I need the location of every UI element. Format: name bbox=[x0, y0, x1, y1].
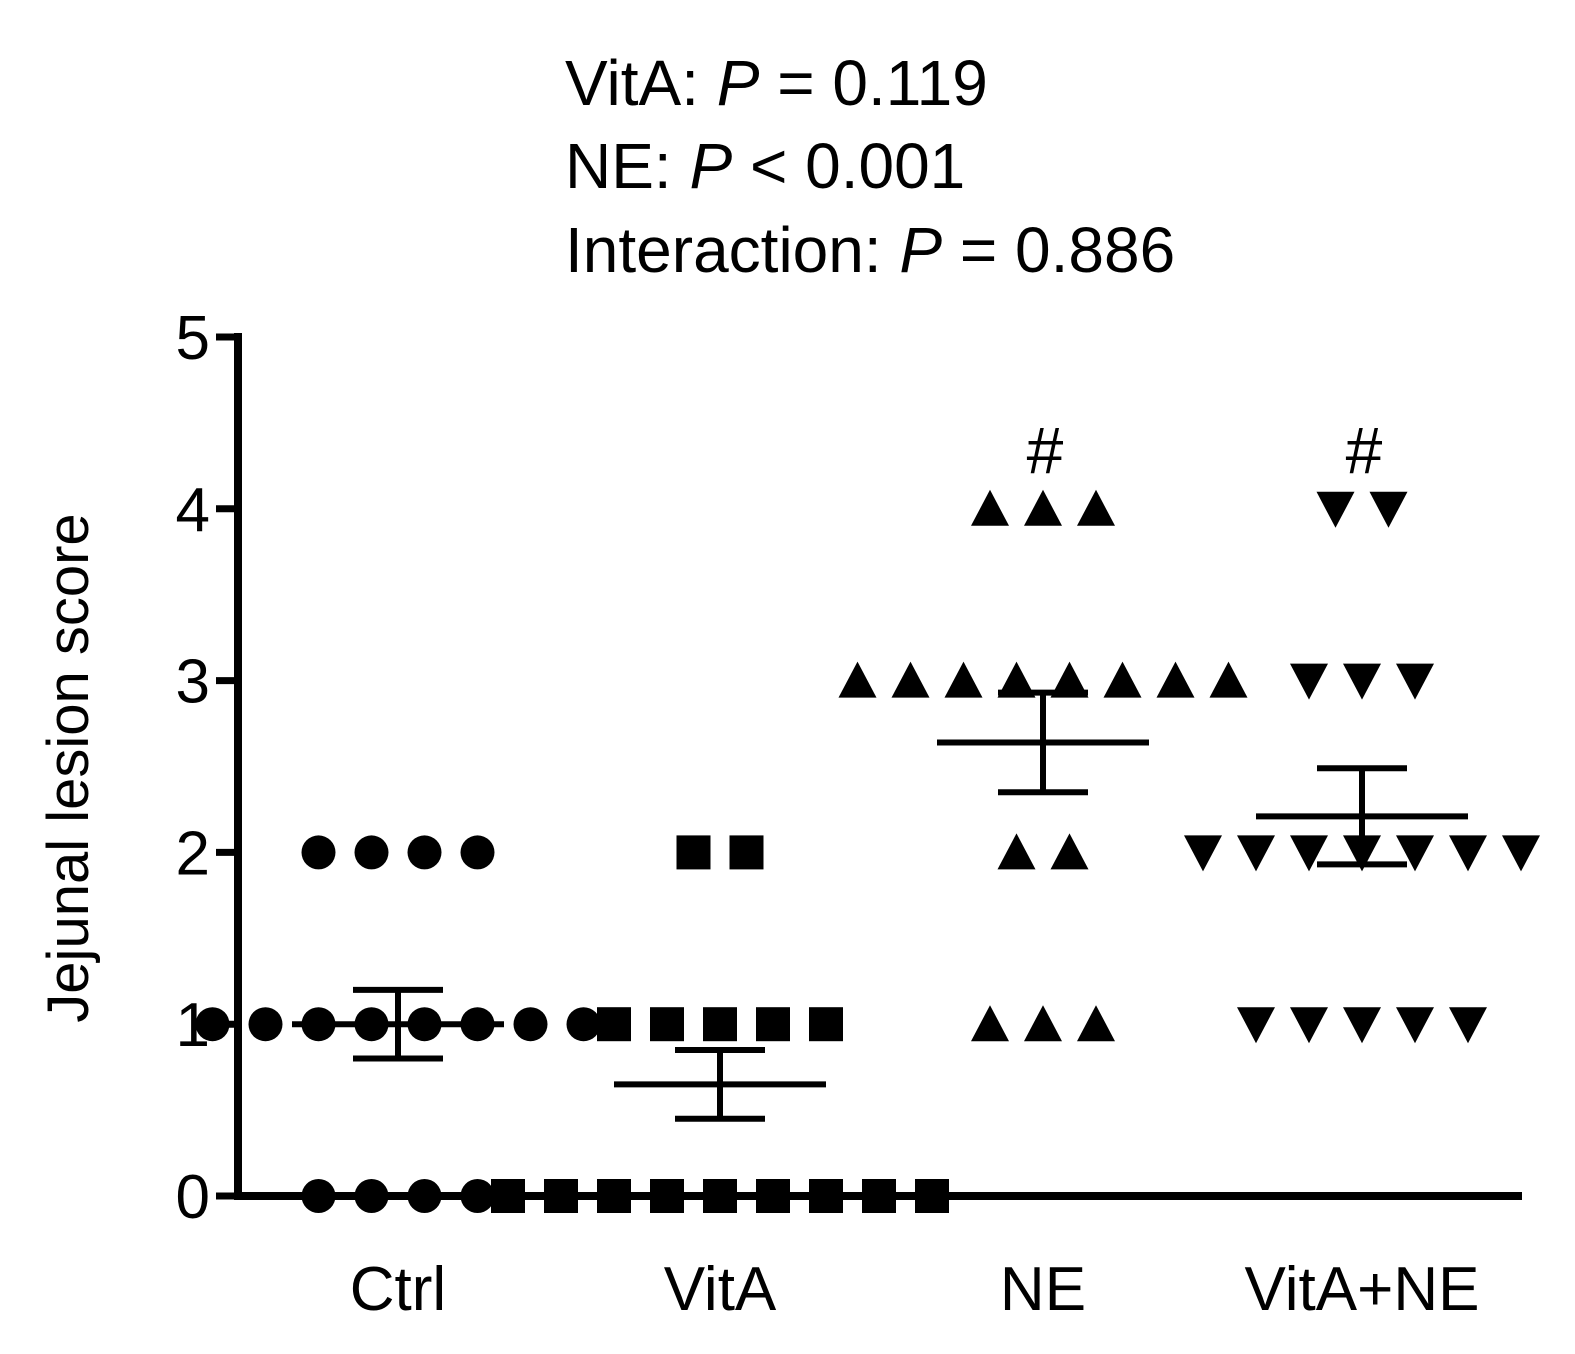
data-point bbox=[1343, 1007, 1381, 1044]
data-point bbox=[1396, 1007, 1434, 1044]
data-point bbox=[891, 661, 930, 698]
y-tick-label: 3 bbox=[176, 648, 210, 717]
data-point bbox=[703, 1007, 737, 1042]
data-point bbox=[997, 661, 1036, 698]
data-point bbox=[1369, 491, 1408, 528]
data-point bbox=[1050, 833, 1089, 870]
data-point bbox=[729, 835, 764, 870]
data-point bbox=[1237, 1007, 1275, 1044]
data-point bbox=[756, 1179, 790, 1213]
data-point bbox=[1209, 661, 1248, 698]
data-point bbox=[1156, 661, 1195, 698]
stat-ne: NE: P < 0.001 bbox=[565, 130, 965, 202]
data-point bbox=[1103, 661, 1142, 698]
data-point bbox=[676, 835, 711, 870]
x-tick-label: VitA bbox=[664, 1255, 777, 1324]
data-point bbox=[809, 1179, 843, 1213]
data-point bbox=[248, 1007, 283, 1042]
data-point bbox=[1237, 835, 1275, 872]
data-point bbox=[1077, 489, 1115, 526]
data-point bbox=[1024, 489, 1062, 526]
stats-annotation: VitA: P = 0.119 NE: P < 0.001 Interactio… bbox=[565, 47, 1175, 286]
data-point bbox=[460, 835, 495, 870]
data-point bbox=[544, 1179, 578, 1213]
y-tick-label: 4 bbox=[176, 476, 210, 545]
data-point bbox=[1343, 663, 1381, 700]
data-point bbox=[513, 1007, 548, 1042]
data-point bbox=[354, 1179, 389, 1213]
data-point bbox=[354, 835, 389, 870]
significance-mark: # bbox=[1027, 413, 1064, 487]
data-point bbox=[1290, 663, 1328, 700]
data-point bbox=[997, 833, 1036, 870]
data-point bbox=[1316, 491, 1355, 528]
y-tick-label: 5 bbox=[176, 304, 210, 373]
stat-interaction: Interaction: P = 0.886 bbox=[565, 214, 1175, 286]
data-point bbox=[838, 661, 877, 698]
data-point bbox=[1449, 835, 1487, 872]
data-point bbox=[491, 1179, 525, 1213]
data-point bbox=[971, 1005, 1009, 1042]
significance-mark: # bbox=[1346, 413, 1383, 487]
y-axis-label: Jejunal lesion score bbox=[36, 513, 101, 1022]
data-point bbox=[1290, 835, 1328, 872]
data-point bbox=[1502, 835, 1540, 872]
x-tick-label: VitA+NE bbox=[1245, 1255, 1480, 1324]
data-point bbox=[301, 1179, 336, 1213]
data-point bbox=[809, 1007, 843, 1042]
data-point bbox=[1077, 1005, 1115, 1042]
data-point bbox=[1024, 1005, 1062, 1042]
y-tick-label: 0 bbox=[176, 1163, 210, 1232]
data-point bbox=[407, 1179, 442, 1213]
data-point bbox=[597, 1007, 631, 1042]
data-point bbox=[407, 835, 442, 870]
data-point bbox=[1449, 1007, 1487, 1044]
data-point bbox=[566, 1007, 601, 1042]
data-point bbox=[195, 1007, 230, 1042]
data-point bbox=[460, 1179, 495, 1213]
x-tick-label: NE bbox=[1000, 1255, 1086, 1324]
data-point bbox=[756, 1007, 790, 1042]
data-point bbox=[1050, 661, 1089, 698]
data-point bbox=[1184, 835, 1222, 872]
stat-vita: VitA: P = 0.119 bbox=[565, 47, 988, 119]
data-point bbox=[1396, 835, 1434, 872]
data-point bbox=[971, 489, 1009, 526]
data-point bbox=[862, 1179, 896, 1213]
data-point bbox=[944, 661, 983, 698]
data-point bbox=[597, 1179, 631, 1213]
data-point bbox=[650, 1007, 684, 1042]
data-point bbox=[915, 1179, 949, 1213]
x-tick-label: Ctrl bbox=[350, 1255, 446, 1324]
data-point bbox=[703, 1179, 737, 1213]
data-point bbox=[301, 835, 336, 870]
y-tick-label: 2 bbox=[176, 819, 210, 888]
data-point bbox=[650, 1179, 684, 1213]
data-point bbox=[1396, 663, 1434, 700]
data-point bbox=[1290, 1007, 1328, 1044]
